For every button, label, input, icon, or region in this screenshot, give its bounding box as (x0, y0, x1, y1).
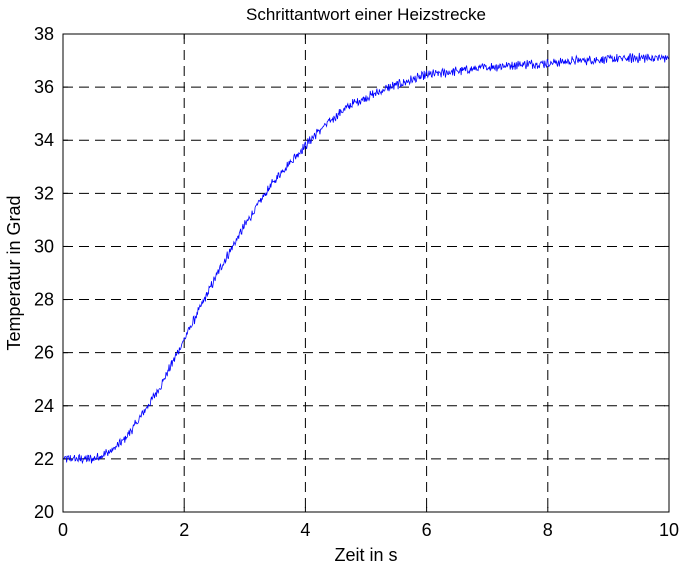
plot-area (63, 34, 669, 512)
x-tick-label: 10 (659, 520, 679, 540)
grid (63, 34, 669, 512)
y-tick-label: 30 (34, 236, 54, 256)
x-tick-label: 0 (58, 520, 68, 540)
y-tick-label: 28 (34, 290, 54, 310)
series-line (62, 52, 670, 465)
x-tick-label: 2 (179, 520, 189, 540)
y-tick-label: 26 (34, 343, 54, 363)
y-tick-label: 34 (34, 130, 54, 150)
chart-title: Schrittantwort einer Heizstrecke (246, 5, 486, 24)
y-axis-label: Temperatur in Grad (4, 195, 24, 350)
x-axis-label: Zeit in s (334, 545, 397, 565)
x-tick-label: 6 (422, 520, 432, 540)
x-tick-label: 8 (543, 520, 553, 540)
y-tick-label: 36 (34, 77, 54, 97)
y-tick-label: 20 (34, 502, 54, 522)
y-tick-label: 22 (34, 449, 54, 469)
y-tick-label: 24 (34, 396, 54, 416)
x-tick-label: 4 (300, 520, 310, 540)
y-tick-labels: 20 22 24 26 28 30 32 34 36 38 (34, 24, 54, 522)
series-layer (62, 52, 670, 465)
x-tick-labels: 0 2 4 6 8 10 (58, 520, 679, 540)
plot-frame (62, 33, 670, 513)
y-tick-label: 32 (34, 183, 54, 203)
y-tick-label: 38 (34, 24, 54, 44)
